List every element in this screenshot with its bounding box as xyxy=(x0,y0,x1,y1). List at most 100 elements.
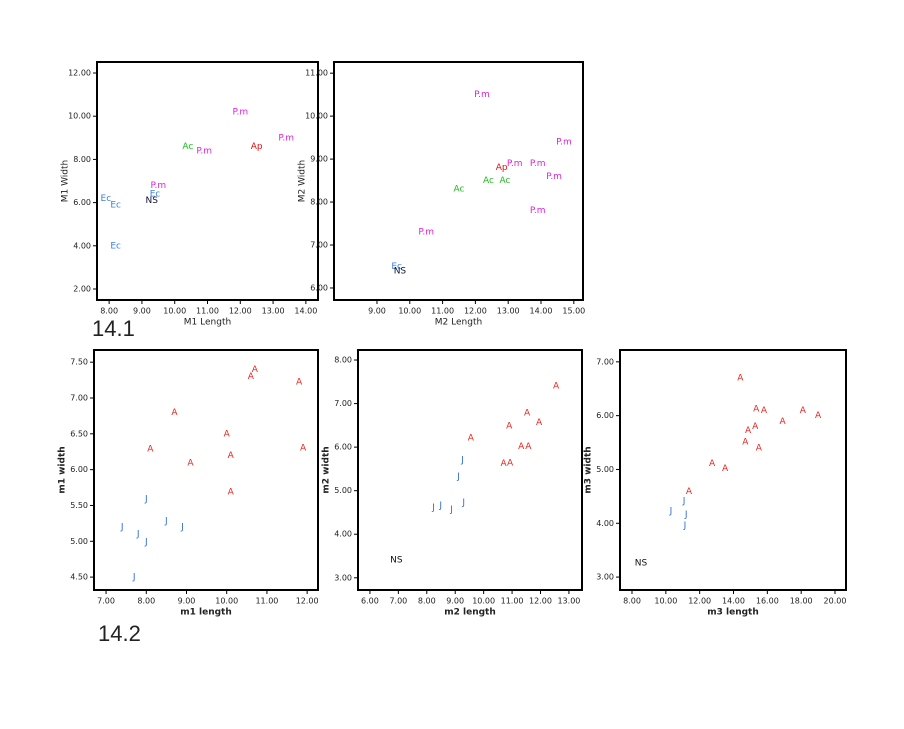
point-label: Ec xyxy=(391,262,402,272)
y-tick-label: 2.00 xyxy=(73,284,91,293)
point-label: A xyxy=(500,459,507,469)
point-label: A xyxy=(147,444,154,454)
point-label: A xyxy=(296,378,303,388)
x-tick-label: 10.00 xyxy=(472,597,495,606)
point-label: J xyxy=(180,522,184,532)
x-tick-label: 7.00 xyxy=(97,597,115,606)
figure-label: 14.2 xyxy=(98,621,141,646)
x-tick-label: 9.00 xyxy=(178,597,196,606)
point-label: A xyxy=(506,422,513,432)
point-label: A xyxy=(518,442,525,452)
y-tick-label: 10.00 xyxy=(68,112,91,121)
point-label: Ac xyxy=(499,176,510,186)
x-tick-label: 11.00 xyxy=(255,597,278,606)
x-tick-label: 13.00 xyxy=(262,307,285,316)
y-axis-label: m3 width xyxy=(584,446,594,493)
plot-frame xyxy=(96,61,319,301)
plot-frame xyxy=(93,349,319,591)
point-label: A xyxy=(300,444,307,454)
point-label: P.m xyxy=(474,90,490,100)
point-label: NS xyxy=(635,559,648,569)
point-label: J xyxy=(120,522,124,532)
point-label: Ec xyxy=(101,194,112,204)
y-tick-label: 5.50 xyxy=(70,501,88,510)
x-tick-label: 11.00 xyxy=(196,307,219,316)
point-label: J xyxy=(431,503,435,513)
point-label: A xyxy=(228,487,235,497)
point-label: Ap xyxy=(251,142,263,152)
y-tick-label: 6.00 xyxy=(310,283,328,292)
x-axis-label: M2 Length xyxy=(435,318,482,328)
x-tick-label: 20.00 xyxy=(824,597,847,606)
point-label: A xyxy=(722,464,729,474)
x-tick-label: 14.00 xyxy=(530,307,553,316)
x-tick-label: 12.00 xyxy=(296,597,319,606)
point-label: P.m xyxy=(507,159,523,169)
point-label: Ac xyxy=(454,185,465,195)
point-label: P.m xyxy=(196,146,212,156)
y-tick-label: 7.00 xyxy=(334,399,352,408)
point-label: NS xyxy=(394,266,407,276)
x-tick-label: 9.00 xyxy=(368,307,386,316)
point-label: P.m xyxy=(150,181,166,191)
point-label: Ap xyxy=(496,163,508,173)
x-tick-label: 12.00 xyxy=(464,307,487,316)
point-label: Ec xyxy=(150,189,161,199)
y-tick-label: 6.00 xyxy=(334,443,352,452)
y-tick-label: 9.00 xyxy=(310,155,328,164)
point-label: A xyxy=(187,459,194,469)
x-tick-label: 12.00 xyxy=(229,307,252,316)
x-tick-label: 13.00 xyxy=(497,307,520,316)
x-tick-label: 10.00 xyxy=(163,307,186,316)
y-tick-label: 8.00 xyxy=(73,155,91,164)
point-label: J xyxy=(449,505,453,515)
point-label: A xyxy=(745,426,752,436)
point-label: A xyxy=(171,408,178,418)
plot-frame xyxy=(357,349,583,591)
point-label: A xyxy=(553,382,560,392)
point-label: A xyxy=(228,451,235,461)
point-label: P.m xyxy=(530,206,546,216)
y-tick-label: 4.00 xyxy=(334,530,352,539)
x-tick-label: 8.00 xyxy=(100,307,118,316)
x-tick-label: 7.00 xyxy=(389,597,407,606)
x-axis-label: m1 length xyxy=(180,608,232,618)
y-tick-label: 8.00 xyxy=(310,198,328,207)
point-label: A xyxy=(779,417,786,427)
y-tick-label: 6.50 xyxy=(70,429,88,438)
x-tick-label: 6.00 xyxy=(361,597,379,606)
point-label: J xyxy=(669,506,673,516)
y-axis-label: m1 width xyxy=(58,446,68,493)
point-label: A xyxy=(709,459,716,469)
y-tick-label: 7.00 xyxy=(596,357,614,366)
y-tick-label: 6.00 xyxy=(73,198,91,207)
x-tick-label: 12.00 xyxy=(529,597,552,606)
y-tick-label: 5.00 xyxy=(334,486,352,495)
point-label: P.m xyxy=(556,137,572,147)
y-tick-label: 5.00 xyxy=(596,465,614,474)
point-label: J xyxy=(683,521,687,531)
y-tick-label: 6.00 xyxy=(596,411,614,420)
x-tick-label: 8.00 xyxy=(623,597,641,606)
x-tick-label: 11.00 xyxy=(501,597,524,606)
point-label: Ac xyxy=(483,176,494,186)
x-axis-label: m2 length xyxy=(444,608,496,618)
point-label: P.m xyxy=(418,228,434,238)
point-label: A xyxy=(468,433,475,443)
point-label: NS xyxy=(146,196,159,206)
point-label: A xyxy=(224,429,231,439)
x-tick-label: 8.00 xyxy=(418,597,436,606)
y-axis-label: M2 Width xyxy=(298,160,308,203)
y-tick-label: 10.00 xyxy=(305,112,328,121)
point-label: A xyxy=(525,442,532,452)
x-tick-label: 11.00 xyxy=(431,307,454,316)
point-label: Ec xyxy=(110,241,121,251)
point-label: A xyxy=(753,405,760,415)
point-label: P.m xyxy=(278,133,294,143)
point-label: J xyxy=(456,472,460,482)
y-tick-label: 6.00 xyxy=(70,465,88,474)
y-tick-label: 5.00 xyxy=(70,537,88,546)
point-label: P.m xyxy=(232,107,248,117)
y-tick-label: 7.00 xyxy=(310,241,328,250)
